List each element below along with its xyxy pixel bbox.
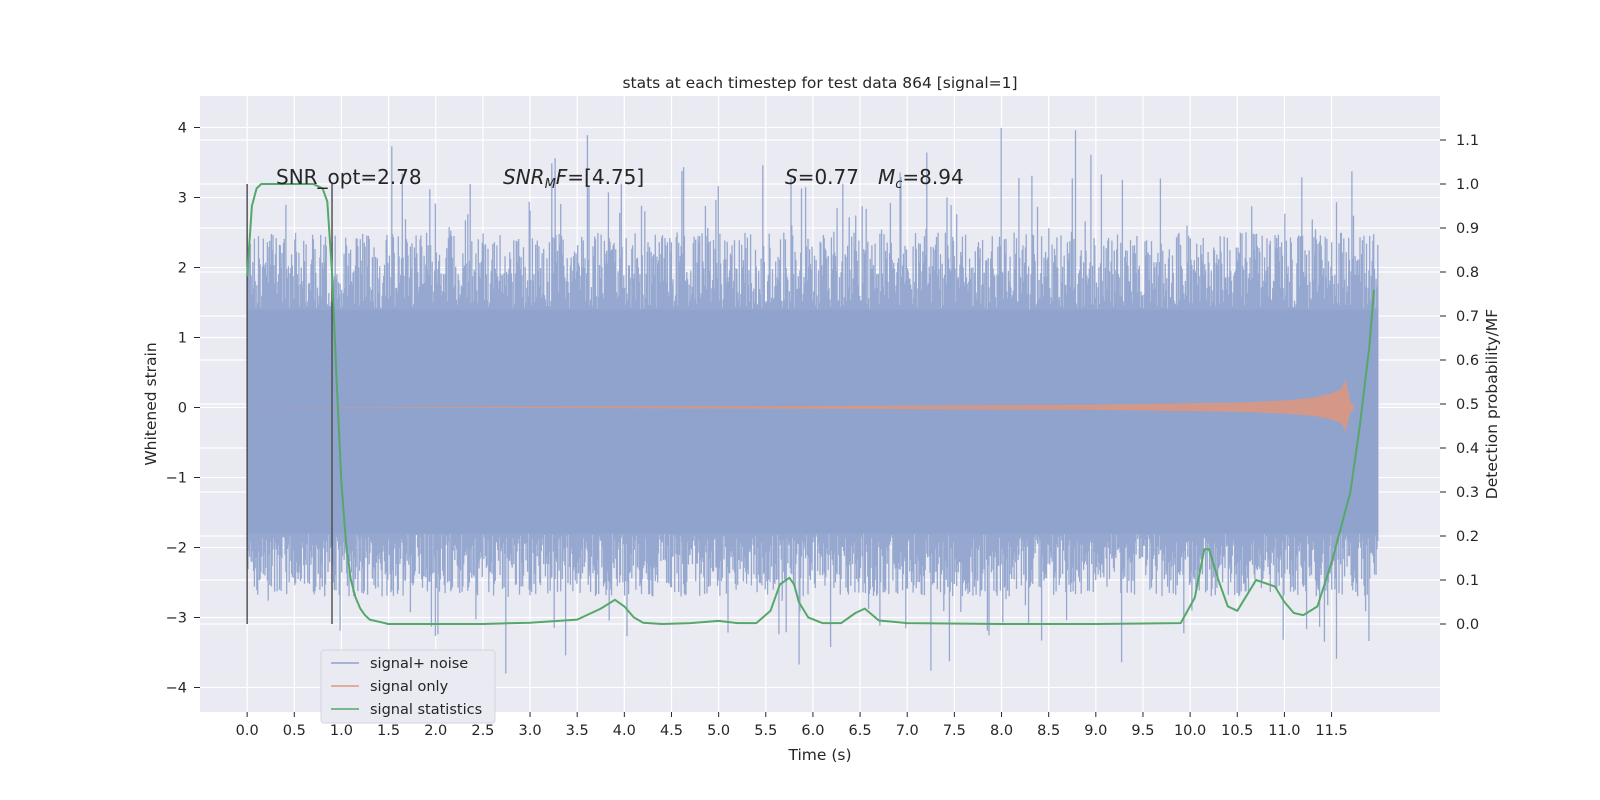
legend-box <box>320 649 496 724</box>
y-right-tick-label: 0.7 <box>1456 309 1479 325</box>
y-right-tick-label: 0.6 <box>1456 353 1479 369</box>
x-tick-label: 4.0 <box>613 723 636 739</box>
y-right-tick-labels: 0.0 0.1 0.2 0.3 0.4 0.5 0.6 0.7 0.8 0.9 1.0 1.1 <box>1440 133 1479 633</box>
x-tick-labels: 0.0 0.5 1.0 1.5 2.0 2.5 3.0 3.5 4.0 4.5 5.0 5.5 6.0 6… <box>236 712 1348 739</box>
y-right-tick-label: 1.1 <box>1456 133 1479 149</box>
x-tick-label: 3.5 <box>566 723 589 739</box>
x-tick-label: 5.0 <box>707 723 730 739</box>
y-left-tick-label: 2 <box>178 261 187 277</box>
x-tick-label: 4.5 <box>660 723 683 739</box>
chart-title: stats at each timestep for test data 864… <box>622 74 1017 92</box>
x-tick-label: 9.5 <box>1131 723 1154 739</box>
x-tick-label: 6.0 <box>801 723 824 739</box>
x-tick-label: 5.5 <box>754 723 777 739</box>
x-tick-label: 0.0 <box>236 723 259 739</box>
y-right-tick-label: 0.2 <box>1456 529 1479 545</box>
x-tick-label: 2.0 <box>424 723 447 739</box>
y-left-tick-label: 3 <box>178 191 187 207</box>
x-tick-label: 3.0 <box>519 723 542 739</box>
y-left-tick-label: 1 <box>178 331 187 347</box>
x-tick-label: 11.5 <box>1315 723 1347 739</box>
y-axis-label-left: Whitened strain <box>142 342 160 465</box>
y-axis-label-right: Detection probability/MF <box>1483 309 1501 500</box>
signal-noise-core-band <box>247 309 1378 534</box>
x-tick-label: 1.5 <box>377 723 400 739</box>
legend-label-signal-statistics: signal statistics <box>370 702 482 718</box>
legend: signal+ noise signal only signal statist… <box>320 649 496 724</box>
y-left-tick-label: −1 <box>166 471 187 487</box>
x-tick-label: 2.5 <box>471 723 494 739</box>
y-left-tick-label: −2 <box>166 541 187 557</box>
s-annotation: S=0.77 <box>785 165 859 189</box>
signal-noise-series <box>246 128 1379 674</box>
x-tick-label: 6.5 <box>849 723 872 739</box>
y-left-tick-label: 0 <box>178 401 187 417</box>
y-left-tick-label: −3 <box>166 611 187 627</box>
x-tick-label: 11.0 <box>1268 723 1300 739</box>
y-left-tick-label: −4 <box>166 681 187 697</box>
snr-opt-annotation: SNR_opt=2.78 <box>276 165 422 189</box>
legend-label-signal-noise: signal+ noise <box>370 656 468 672</box>
signal-only-series <box>247 379 1356 432</box>
y-right-tick-label: 0.5 <box>1456 397 1479 413</box>
y-right-tick-label: 0.3 <box>1456 485 1479 501</box>
y-right-tick-label: 1.0 <box>1456 177 1479 193</box>
y-left-tick-labels: −4 −3 −2 −1 0 1 2 3 4 <box>166 121 200 697</box>
x-tick-label: 10.5 <box>1221 723 1253 739</box>
y-right-tick-label: 0.9 <box>1456 221 1479 237</box>
y-right-tick-label: 0.1 <box>1456 573 1479 589</box>
x-tick-label: 7.5 <box>943 723 966 739</box>
legend-label-signal-only: signal only <box>370 679 449 695</box>
signal-statistics-series <box>246 183 1375 625</box>
mc-annotation: Mc=8.94 <box>878 165 964 192</box>
x-tick-label: 9.0 <box>1084 723 1107 739</box>
x-tick-label: 1.0 <box>330 723 353 739</box>
y-right-tick-label: 0.8 <box>1456 265 1479 281</box>
x-tick-label: 8.0 <box>990 723 1013 739</box>
y-right-tick-label: 0.0 <box>1456 617 1479 633</box>
y-left-tick-label: 4 <box>178 121 187 137</box>
signal-only-envelope <box>247 379 1356 432</box>
x-tick-label: 0.5 <box>283 723 306 739</box>
signal-statistics-line <box>246 183 1375 625</box>
y-right-tick-label: 0.4 <box>1456 441 1479 457</box>
x-tick-label: 10.0 <box>1174 723 1206 739</box>
x-tick-label: 8.5 <box>1037 723 1060 739</box>
x-axis-label: Time (s) <box>787 746 851 764</box>
x-tick-label: 7.0 <box>896 723 919 739</box>
snr-mf-annotation: SNRMF=[4.75] <box>503 165 644 192</box>
